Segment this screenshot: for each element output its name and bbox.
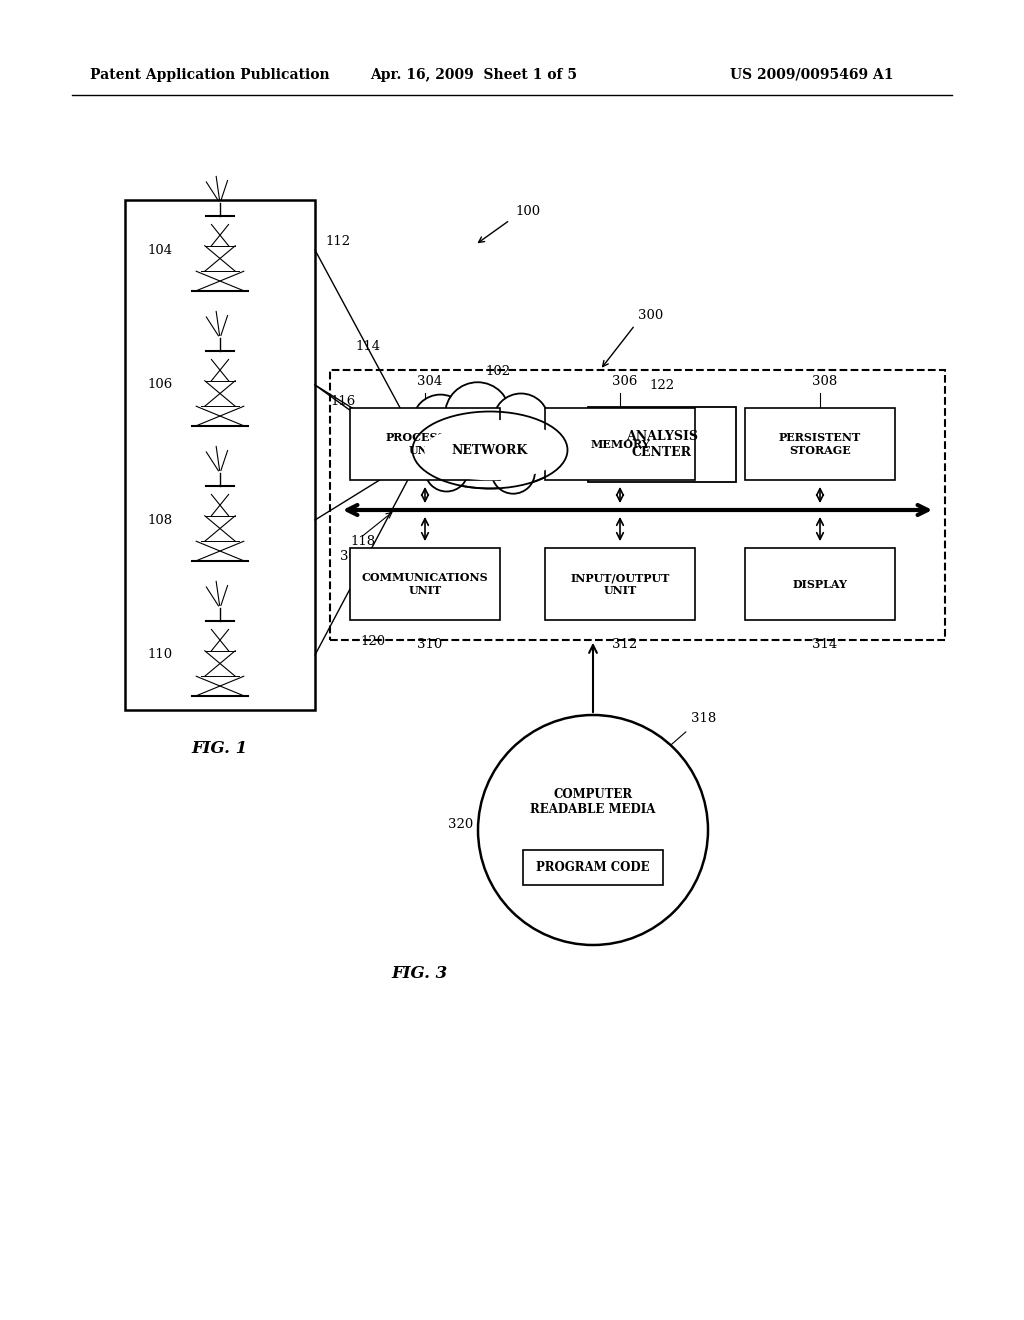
Text: 114: 114 xyxy=(355,341,380,352)
Text: US 2009/0095469 A1: US 2009/0095469 A1 xyxy=(730,69,894,82)
Text: FIG. 3: FIG. 3 xyxy=(392,965,449,982)
Text: MEMORY: MEMORY xyxy=(590,438,650,450)
Text: NETWORK: NETWORK xyxy=(452,444,528,457)
Text: 320: 320 xyxy=(449,818,473,832)
Text: 310: 310 xyxy=(417,638,442,651)
Text: 304: 304 xyxy=(417,375,442,388)
Bar xyxy=(125,201,315,710)
Bar xyxy=(588,407,736,482)
Circle shape xyxy=(492,450,535,494)
Ellipse shape xyxy=(417,420,563,480)
Bar xyxy=(745,408,895,480)
Circle shape xyxy=(445,383,510,447)
Text: 120: 120 xyxy=(360,635,385,648)
Text: PROCESSOR
UNIT: PROCESSOR UNIT xyxy=(385,432,465,455)
Text: Apr. 16, 2009  Sheet 1 of 5: Apr. 16, 2009 Sheet 1 of 5 xyxy=(370,69,577,82)
Text: FIG. 1: FIG. 1 xyxy=(191,741,248,756)
Text: 312: 312 xyxy=(612,638,637,651)
Bar xyxy=(350,408,500,480)
Text: 306: 306 xyxy=(612,375,637,388)
Text: COMPUTER
READABLE MEDIA: COMPUTER READABLE MEDIA xyxy=(530,788,655,816)
Text: 106: 106 xyxy=(147,379,172,392)
Text: Patent Application Publication: Patent Application Publication xyxy=(90,69,330,82)
Ellipse shape xyxy=(413,412,567,488)
Bar xyxy=(350,548,500,620)
Circle shape xyxy=(494,393,549,449)
Text: 300: 300 xyxy=(638,309,664,322)
Bar xyxy=(330,370,945,640)
Circle shape xyxy=(425,447,468,491)
Text: PERSISTENT
STORAGE: PERSISTENT STORAGE xyxy=(779,432,861,455)
Bar xyxy=(745,548,895,620)
Text: 302: 302 xyxy=(340,550,366,564)
Text: 108: 108 xyxy=(147,513,172,527)
Text: 100: 100 xyxy=(515,205,540,218)
Circle shape xyxy=(413,395,468,450)
Text: ANALYSIS
CENTER: ANALYSIS CENTER xyxy=(626,430,698,458)
Text: 318: 318 xyxy=(691,711,716,725)
Bar xyxy=(545,408,695,480)
Text: 308: 308 xyxy=(812,375,838,388)
Bar xyxy=(545,548,695,620)
Text: COMMUNICATIONS
UNIT: COMMUNICATIONS UNIT xyxy=(361,572,488,595)
Text: 118: 118 xyxy=(350,535,375,548)
Text: DISPLAY: DISPLAY xyxy=(793,578,848,590)
Text: INPUT/OUTPUT
UNIT: INPUT/OUTPUT UNIT xyxy=(570,572,670,595)
Text: 116: 116 xyxy=(330,395,355,408)
Text: 314: 314 xyxy=(812,638,838,651)
Text: PROGRAM CODE: PROGRAM CODE xyxy=(537,861,650,874)
Text: 122: 122 xyxy=(649,379,675,392)
Text: 112: 112 xyxy=(325,235,350,248)
Text: 104: 104 xyxy=(147,243,172,256)
Circle shape xyxy=(478,715,708,945)
Text: 110: 110 xyxy=(147,648,172,661)
Ellipse shape xyxy=(424,425,556,475)
Bar xyxy=(523,850,663,884)
Text: 102: 102 xyxy=(485,366,510,378)
Text: 316: 316 xyxy=(586,909,610,923)
